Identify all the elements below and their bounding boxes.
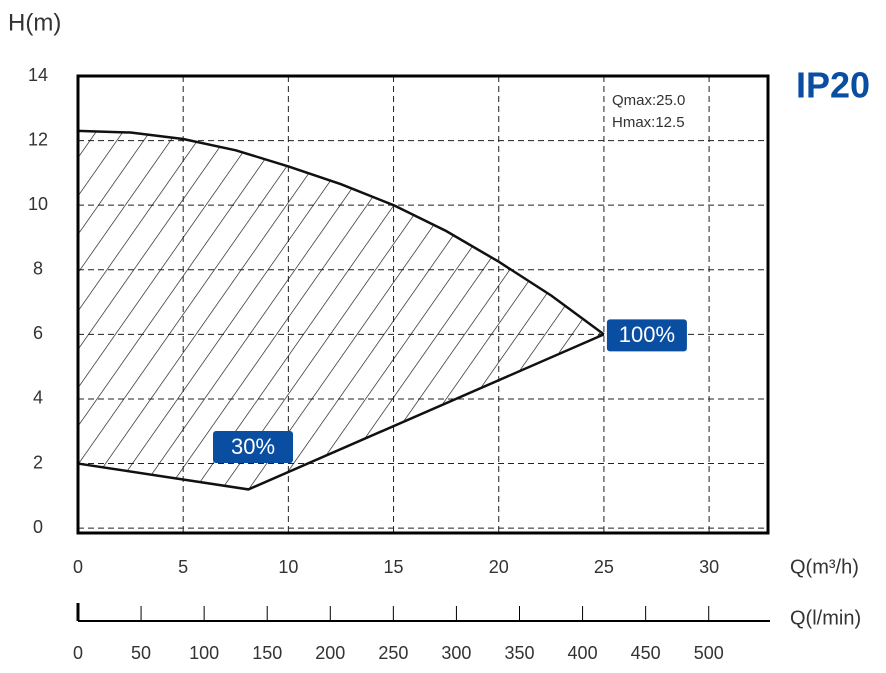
- series-label-box: [213, 431, 293, 463]
- x2-tick-label: 450: [631, 643, 661, 663]
- x-tick-label: 15: [384, 557, 404, 577]
- series-label: 30%: [231, 434, 275, 459]
- x-axis-label: Q(m³/h): [790, 556, 859, 578]
- x-tick-label: 30: [699, 557, 719, 577]
- x2-tick-label: 0: [73, 643, 83, 663]
- y-tick-label: 0: [33, 517, 43, 537]
- curve: [77, 129, 605, 336]
- x-tick-label: 25: [594, 557, 614, 577]
- annotation: Hmax:12.5: [612, 114, 685, 131]
- x2-tick-label: 200: [315, 643, 345, 663]
- x2-tick-label: 100: [189, 643, 219, 663]
- series-label: 100%: [619, 322, 675, 347]
- y-tick-label: 2: [33, 452, 43, 472]
- hatched-area: [78, 130, 604, 490]
- y-tick-label: 4: [33, 388, 43, 408]
- x2-tick-label: 400: [568, 643, 598, 663]
- y-tick-label: 14: [28, 65, 48, 85]
- x2-tick-label: 300: [441, 643, 471, 663]
- y-tick-label: 12: [28, 129, 48, 149]
- x2-tick-label: 150: [252, 643, 282, 663]
- chart-title: IP20: [796, 65, 870, 106]
- y-tick-label: 8: [33, 259, 43, 279]
- y-axis-label: H(m): [8, 9, 61, 36]
- curve: [77, 333, 605, 491]
- x2-tick-label: 250: [378, 643, 408, 663]
- annotation: Qmax:25.0: [612, 92, 685, 109]
- series-label-box: [606, 319, 687, 352]
- x-tick-label: 5: [178, 557, 188, 577]
- x2-axis-label: Q(l/min): [790, 607, 861, 629]
- x2-tick-label: 50: [131, 643, 151, 663]
- x2-tick-label: 500: [694, 643, 724, 663]
- y-tick-label: 10: [28, 194, 48, 214]
- y-tick-label: 6: [33, 323, 43, 343]
- x2-tick-label: 350: [504, 643, 534, 663]
- x-tick-label: 20: [489, 557, 509, 577]
- plot-border: [76, 74, 770, 535]
- x-tick-label: 0: [73, 557, 83, 577]
- x-tick-label: 10: [278, 557, 298, 577]
- annotation-bg: [606, 88, 706, 136]
